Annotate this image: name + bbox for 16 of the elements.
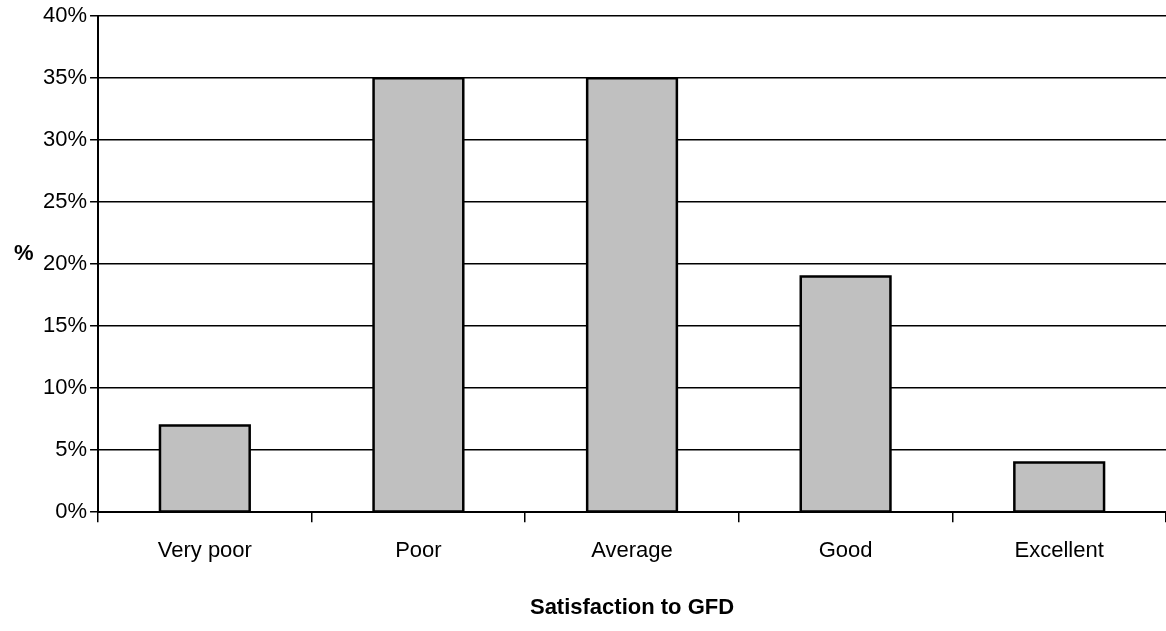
y-tick-label: 15% (42, 312, 88, 338)
y-axis-title: % (14, 240, 34, 266)
x-tick-label: Average (591, 537, 673, 563)
y-tick-label: 35% (42, 64, 88, 90)
x-tick-label: Poor (395, 537, 442, 563)
y-tick-label: 40% (42, 2, 88, 28)
y-tick-label: 5% (55, 436, 88, 462)
y-tick-label: 0% (55, 498, 88, 524)
x-tick-label: Good (818, 537, 873, 563)
x-tick-label: Excellent (1014, 537, 1104, 563)
x-axis-title: Satisfaction to GFD (529, 593, 735, 619)
y-tick-label: 25% (42, 188, 88, 214)
y-tick-label: 30% (42, 126, 88, 152)
y-tick-label: 20% (42, 250, 88, 276)
x-tick-label: Very poor (157, 537, 252, 563)
y-tick-label: 10% (42, 374, 88, 400)
